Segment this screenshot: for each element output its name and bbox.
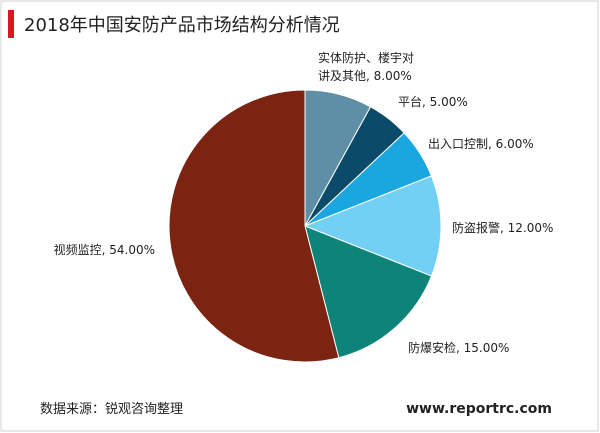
watermark: www.reportrc.com <box>406 401 552 417</box>
slice-label: 出入口控制, 6.00% <box>428 137 534 151</box>
slice-label: 防盗报警, 12.00% <box>452 220 553 235</box>
slice-label: 视频监控, 54.00% <box>54 242 155 257</box>
pie-slice <box>303 175 442 277</box>
slice-label-line: 实体防护、楼宇对 <box>318 50 414 65</box>
slice-label-line: 出入口控制, 6.00% <box>428 137 534 151</box>
pie-slice <box>304 225 433 359</box>
slice-label-line: 讲及其他, 8.00% <box>318 68 412 83</box>
pie-slice <box>168 89 340 363</box>
slice-label-line: 平台, 5.00% <box>398 94 468 109</box>
title-accent <box>8 10 14 38</box>
source: 数据来源：锐观咨询整理 <box>40 402 183 417</box>
slice-label-line: 视频监控, 54.00% <box>54 242 155 257</box>
slice-label: 实体防护、楼宇对讲及其他, 8.00% <box>318 50 414 83</box>
slice-label-line: 防盗报警, 12.00% <box>452 220 553 235</box>
chart-title: 2018年中国安防产品市场结构分析情况 <box>24 15 340 36</box>
slice-label-line: 防爆安检, 15.00% <box>408 340 509 355</box>
slice-label: 平台, 5.00% <box>398 94 468 109</box>
slice-label: 防爆安检, 15.00% <box>408 340 509 355</box>
